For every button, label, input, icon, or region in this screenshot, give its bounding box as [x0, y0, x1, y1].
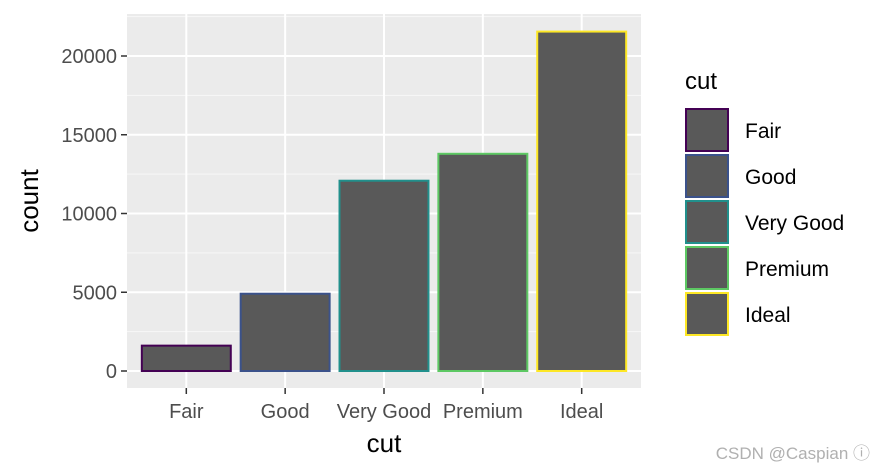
bar-fair: [140, 344, 232, 372]
y-tick-label: 5000: [73, 282, 118, 304]
legend-label: Fair: [745, 120, 781, 143]
x-tick-label: Good: [261, 401, 310, 423]
legend-key-very-good: [685, 200, 729, 244]
legend-label: Good: [745, 166, 796, 189]
watermark: CSDN @Caspian ⓘ: [715, 444, 870, 463]
legend: cut Fair Good Very Good Premium Ideal: [685, 68, 844, 336]
bars: [140, 30, 628, 373]
legend-label: Very Good: [745, 212, 844, 235]
legend-key-ideal: [685, 292, 729, 336]
legend-label: Ideal: [745, 304, 791, 327]
y-tick-label: 0: [106, 361, 117, 383]
bar-very-good: [338, 179, 430, 372]
x-tick-label: Fair: [169, 401, 204, 423]
x-axis-title: cut: [367, 428, 402, 458]
x-tick-label: Premium: [443, 401, 523, 423]
x-axis: Fair Good Very Good Premium Ideal: [169, 388, 603, 423]
y-tick-label: 15000: [61, 125, 117, 147]
y-axis: 0 5000 10000 15000 20000: [61, 46, 127, 383]
y-tick-label: 20000: [61, 46, 117, 68]
legend-title: cut: [685, 68, 717, 95]
x-tick-label: Ideal: [560, 401, 603, 423]
legend-label: Premium: [745, 258, 829, 281]
y-axis-title: count: [14, 168, 44, 232]
bar-premium: [437, 152, 529, 372]
bar-good: [239, 292, 331, 372]
bar-ideal: [536, 30, 628, 373]
legend-key-good: [685, 154, 729, 198]
x-tick-label: Very Good: [337, 401, 432, 423]
legend-key-premium: [685, 246, 729, 290]
y-tick-label: 10000: [61, 204, 117, 226]
legend-key-fair: [685, 108, 729, 152]
